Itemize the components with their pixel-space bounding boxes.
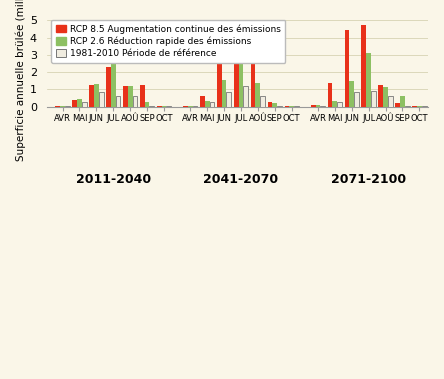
Bar bbox=[82, 102, 87, 107]
Bar bbox=[128, 86, 133, 107]
Bar bbox=[188, 106, 193, 107]
Bar bbox=[260, 96, 265, 107]
Bar bbox=[200, 96, 205, 107]
Bar bbox=[234, 35, 238, 107]
Bar bbox=[272, 103, 277, 107]
Bar bbox=[412, 106, 417, 107]
Bar bbox=[395, 103, 400, 107]
Bar bbox=[111, 62, 115, 107]
Bar bbox=[361, 25, 366, 107]
Bar bbox=[56, 106, 60, 107]
Y-axis label: Superficie annuelle brülée (million ha): Superficie annuelle brülée (million ha) bbox=[15, 0, 25, 161]
Bar bbox=[366, 53, 371, 107]
Bar bbox=[115, 96, 120, 107]
Bar bbox=[89, 85, 94, 107]
Bar bbox=[243, 86, 248, 107]
Bar bbox=[205, 101, 210, 107]
Bar bbox=[345, 30, 349, 107]
Bar bbox=[217, 61, 222, 107]
Bar bbox=[328, 83, 333, 107]
Bar bbox=[210, 102, 214, 107]
Bar bbox=[94, 84, 99, 107]
Bar bbox=[145, 102, 150, 107]
Legend: RCP 8.5 Augmentation continue des émissions, RCP 2.6 Réduction rapide des émissi: RCP 8.5 Augmentation continue des émissi… bbox=[51, 19, 285, 63]
Bar bbox=[388, 96, 393, 107]
Bar bbox=[371, 91, 376, 107]
Bar bbox=[72, 100, 77, 107]
Bar bbox=[311, 105, 316, 107]
Bar bbox=[333, 101, 337, 107]
Bar bbox=[268, 102, 272, 107]
Bar bbox=[133, 96, 137, 107]
Bar bbox=[337, 102, 342, 107]
Bar bbox=[383, 87, 388, 107]
Bar bbox=[349, 81, 354, 107]
Bar bbox=[226, 92, 231, 107]
Bar bbox=[378, 85, 383, 107]
Bar bbox=[238, 58, 243, 107]
Text: 2071-2100: 2071-2100 bbox=[331, 173, 406, 186]
Bar bbox=[251, 60, 255, 107]
Bar bbox=[183, 106, 188, 107]
Text: 2011-2040: 2011-2040 bbox=[76, 173, 151, 186]
Bar bbox=[123, 86, 128, 107]
Bar bbox=[157, 106, 162, 107]
Bar bbox=[255, 83, 260, 107]
Bar bbox=[60, 106, 65, 107]
Bar bbox=[400, 96, 405, 107]
Bar bbox=[99, 92, 103, 107]
Bar bbox=[106, 67, 111, 107]
Bar bbox=[316, 105, 321, 107]
Bar bbox=[285, 106, 289, 107]
Text: 2041-2070: 2041-2070 bbox=[203, 173, 278, 186]
Bar bbox=[222, 80, 226, 107]
Bar bbox=[77, 99, 82, 107]
Bar bbox=[140, 85, 145, 107]
Bar bbox=[354, 92, 359, 107]
